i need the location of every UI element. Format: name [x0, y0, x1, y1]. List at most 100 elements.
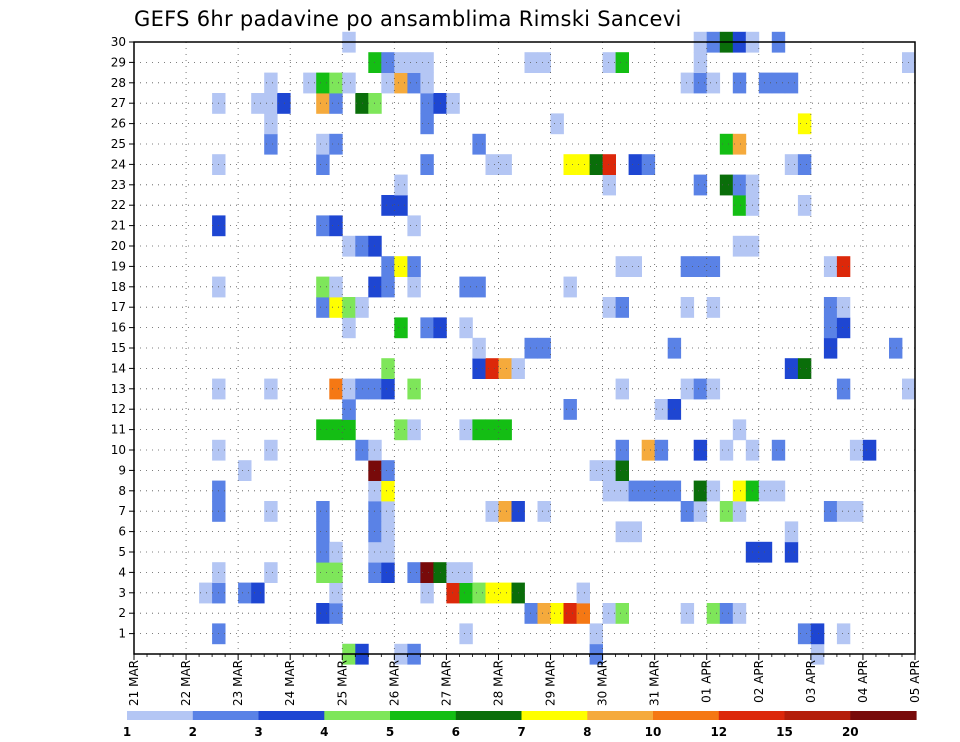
legend-tick-label: 5: [386, 725, 394, 739]
heatmap-cell: [446, 93, 460, 114]
legend-tick-label: 20: [842, 725, 859, 739]
heatmap-cell: [342, 72, 356, 94]
heatmap-cell: [784, 521, 799, 543]
heatmap-cell: [784, 541, 799, 563]
heatmap-cell: [329, 603, 343, 624]
heatmap-cell: [615, 256, 629, 277]
heatmap-cell: [264, 501, 278, 522]
heatmap-cell: [836, 623, 851, 645]
heatmap-cell: [238, 460, 252, 481]
heatmap-cell: [693, 256, 708, 277]
heatmap-cell: [420, 93, 434, 114]
heatmap-cell: [758, 541, 773, 563]
heatmap-cell: [732, 235, 747, 257]
heatmap-cell: [836, 317, 851, 339]
heatmap-cell: [706, 297, 721, 318]
heatmap-cell: [316, 603, 330, 624]
heatmap-cell: [537, 603, 551, 624]
heatmap-cell: [472, 358, 486, 379]
y-tick-label: 6: [118, 525, 126, 539]
legend-swatch: [455, 711, 523, 720]
heatmap-cell: [836, 297, 851, 318]
heatmap-cell: [199, 582, 213, 604]
x-tick-label: 30 MAR: [596, 660, 610, 706]
heatmap-cell: [693, 480, 708, 502]
heatmap-cell: [693, 72, 708, 94]
legend-swatch: [192, 711, 260, 720]
heatmap-cell: [264, 562, 278, 583]
heatmap-cell: [563, 154, 577, 175]
x-tick-label: 25 MAR: [335, 660, 349, 706]
heatmap-cell: [485, 419, 499, 441]
heatmap-cell: [264, 133, 278, 155]
y-tick-label: 14: [111, 361, 126, 375]
heatmap-cell: [316, 562, 330, 583]
heatmap-cell: [459, 582, 473, 604]
heatmap-cell: [394, 72, 408, 94]
heatmap-cell: [316, 521, 330, 543]
heatmap-cell: [537, 501, 551, 522]
heatmap-cell: [420, 562, 434, 583]
heatmap-cell: [628, 256, 642, 277]
legend-swatch: [324, 711, 391, 720]
heatmap-cell: [329, 419, 343, 441]
heatmap-cell: [602, 603, 616, 624]
heatmap-cell: [550, 113, 564, 135]
heatmap-cell: [381, 72, 395, 94]
y-tick-label: 15: [111, 341, 126, 355]
heatmap-cell: [732, 603, 747, 624]
heatmap-cell: [316, 72, 330, 94]
heatmap-cell: [563, 276, 577, 298]
y-tick-label: 4: [118, 565, 126, 579]
x-tick-label: 03 APR: [804, 660, 818, 703]
y-axis: 1234567891011121314151617181920212223242…: [111, 35, 134, 641]
y-tick-label: 28: [111, 76, 126, 90]
legend-tick-label: 15: [776, 725, 793, 739]
x-tick-label: 31 MAR: [648, 660, 662, 706]
legend-tick-label: 4: [320, 725, 328, 739]
heatmap-cell: [693, 378, 708, 400]
heatmap-cell: [264, 93, 278, 114]
heatmap-cell: [784, 358, 799, 379]
heatmap-cell: [316, 154, 330, 175]
heatmap-cell: [693, 501, 708, 522]
x-axis: 21 MAR 22 MAR 23 MAR 24 MAR 25 MAR 26 MAR 27 M…: [127, 654, 922, 706]
heatmap-cell: [407, 215, 421, 237]
heatmap-cell: [394, 317, 408, 339]
heatmap-cell: [615, 439, 629, 461]
y-tick-label: 3: [118, 586, 126, 600]
heatmap-cell: [329, 541, 343, 563]
heatmap-cell: [797, 113, 812, 135]
heatmap-cell: [654, 399, 669, 420]
heatmap-cell: [849, 501, 864, 522]
chart-title: GEFS 6hr padavine po ansamblima Rimski S…: [134, 7, 682, 31]
heatmap-cell: [706, 378, 721, 400]
heatmap-cell: [420, 317, 434, 339]
y-tick-label: 7: [118, 504, 126, 518]
heatmap-cell: [680, 378, 695, 400]
x-tick-label: 24 MAR: [283, 660, 297, 706]
heatmap-cell: [316, 501, 330, 522]
heatmap-cell: [420, 154, 434, 175]
heatmap-cell: [420, 52, 434, 73]
y-tick-label: 30: [111, 35, 126, 49]
heatmap-cell: [342, 235, 356, 257]
heatmap-cell: [381, 276, 395, 298]
heatmap-cell: [628, 521, 642, 543]
y-tick-label: 19: [111, 259, 126, 273]
heatmap-cell: [316, 276, 330, 298]
heatmap-cell: [459, 623, 473, 645]
heatmap-cell: [836, 501, 851, 522]
heatmap-cell: [498, 582, 512, 604]
heatmap-cell: [576, 154, 590, 175]
heatmap-cell: [459, 317, 473, 339]
heatmap-cell: [498, 358, 512, 379]
heatmap-cell: [407, 378, 421, 400]
heatmap-cell: [381, 378, 395, 400]
legend-tick-label: 8: [583, 725, 591, 739]
heatmap-cell: [329, 297, 343, 318]
heatmap-cell: [602, 154, 616, 175]
y-tick-label: 22: [111, 198, 126, 212]
heatmap-cell: [732, 501, 747, 522]
heatmap-cell: [381, 541, 395, 563]
